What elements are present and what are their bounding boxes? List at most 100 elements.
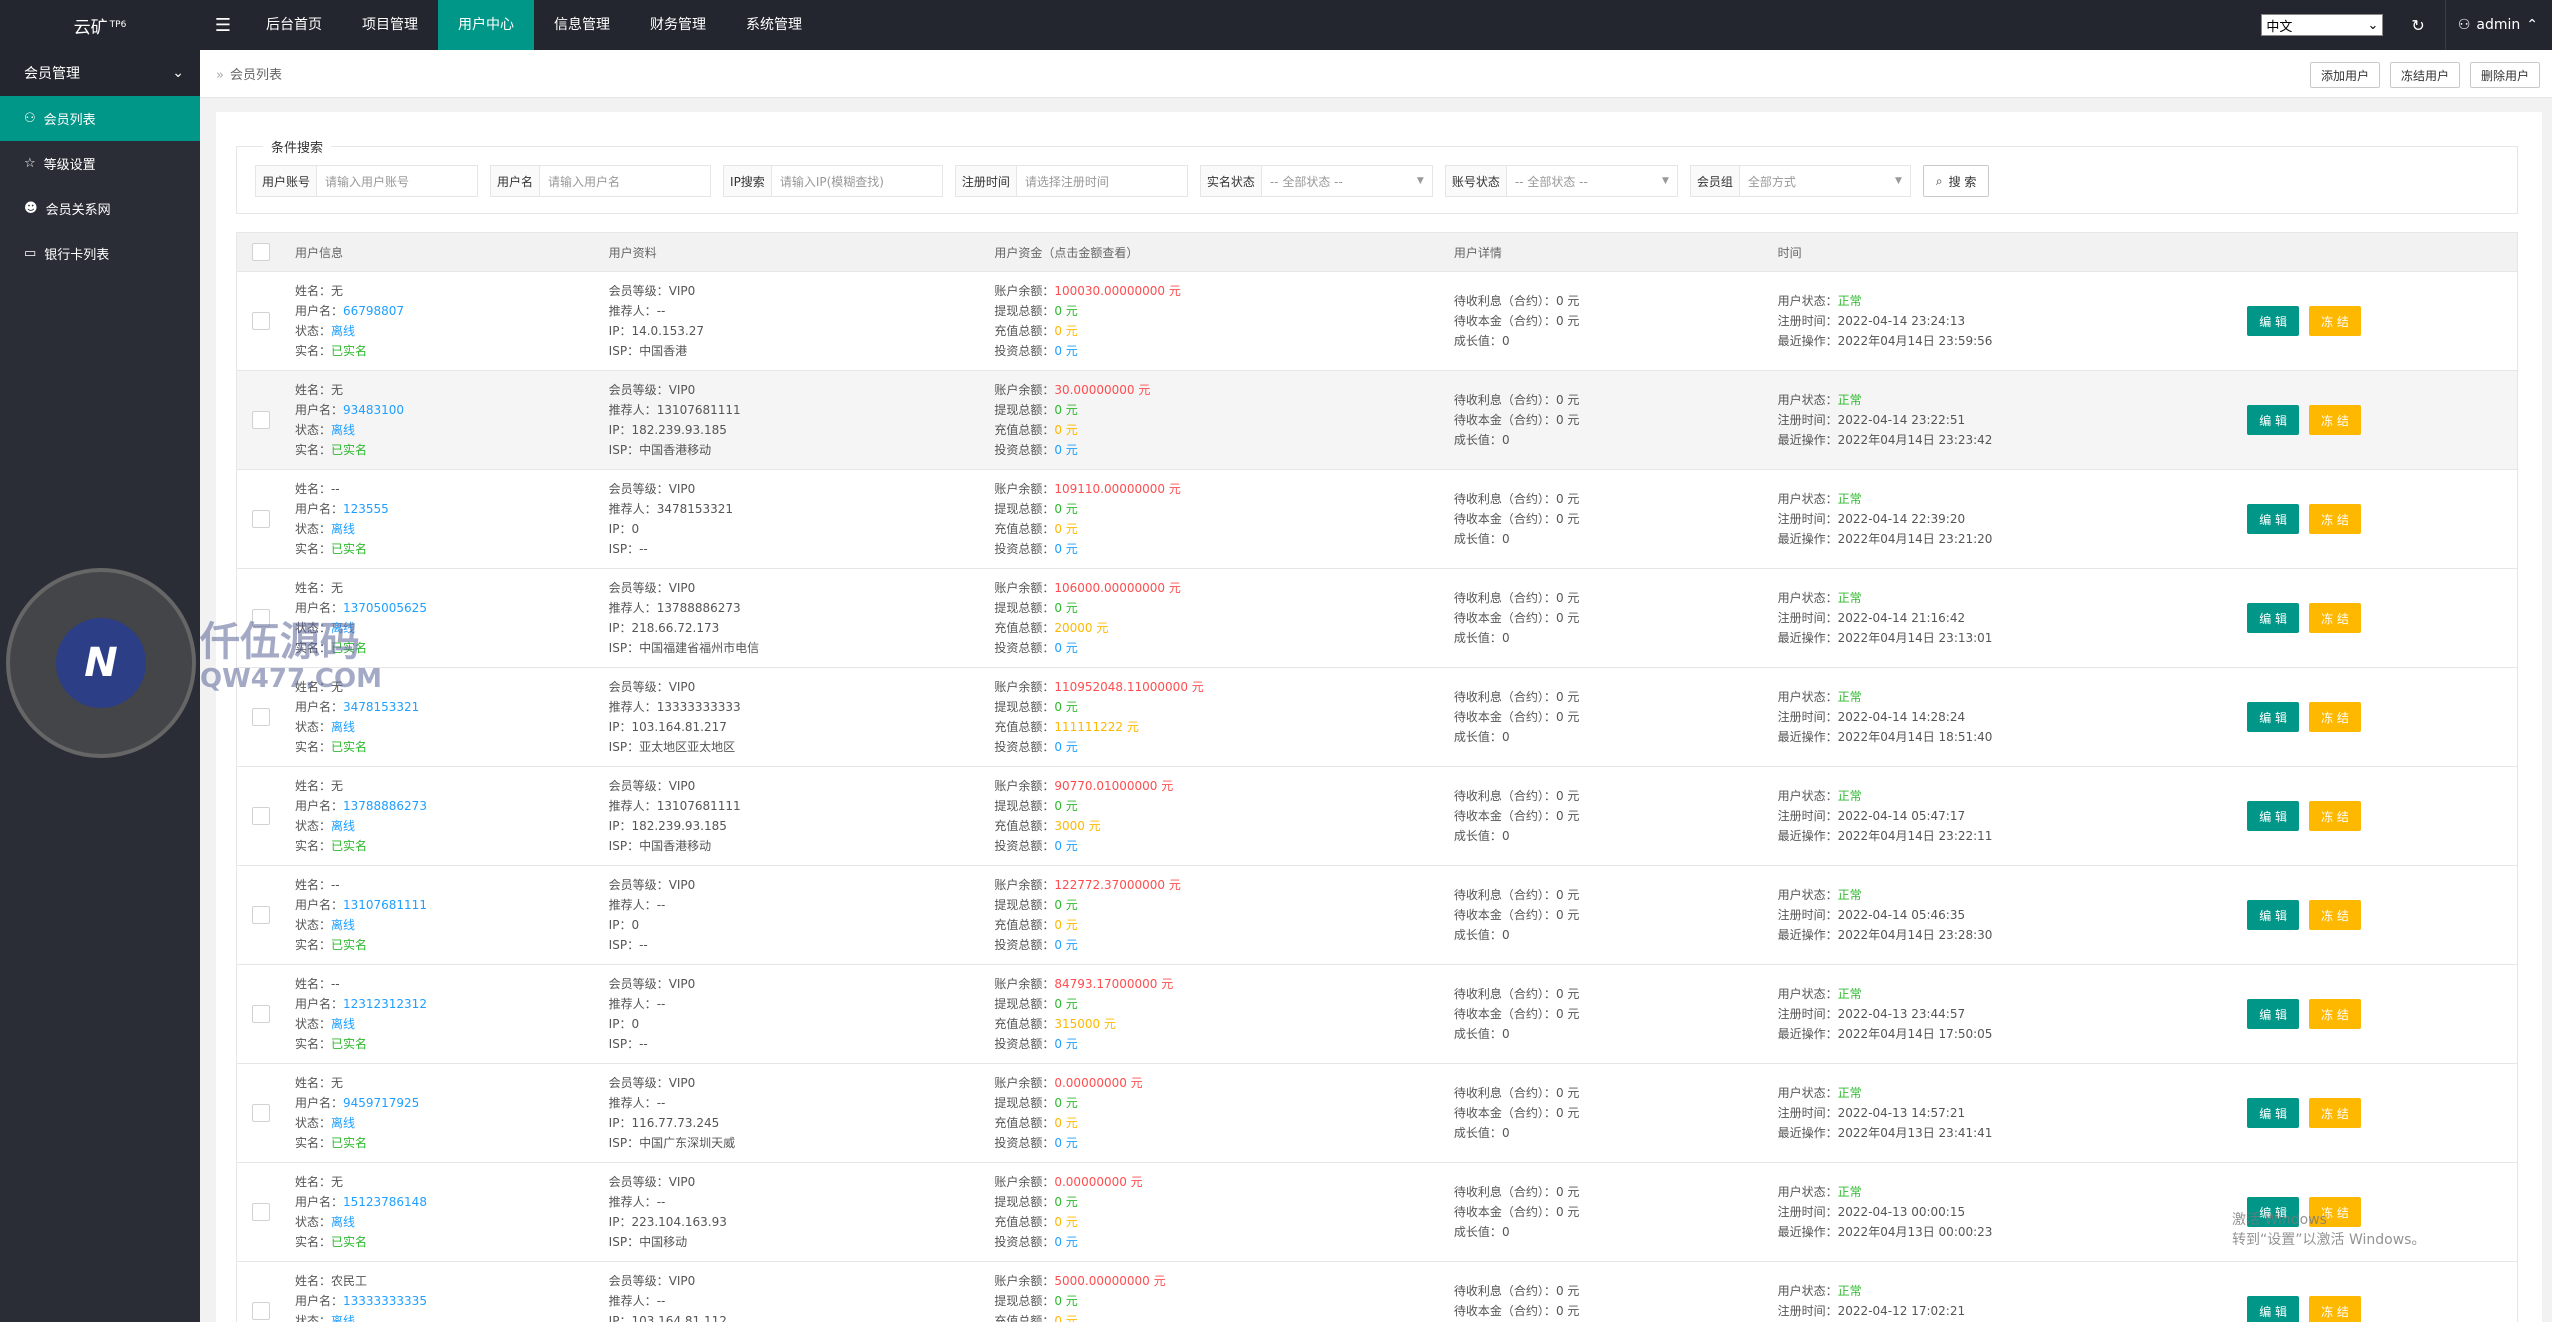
freeze-button[interactable]: 冻 结 [2309,603,2361,633]
field-value[interactable]: 110952048.11000000 元 [1054,680,1204,694]
field-value[interactable]: 5000.00000000 元 [1054,1274,1166,1288]
nav-item-3[interactable]: 信息管理 [554,17,610,33]
search-button[interactable]: ⌕ 搜 索 [1922,165,1990,197]
field-value[interactable]: 3478153321 [342,700,420,714]
freeze-button[interactable]: 冻 结 [2309,1098,2361,1128]
field-value[interactable]: 106000.00000000 元 [1054,581,1181,595]
filter-select[interactable]: 全部方式 ▼ [1740,166,1910,196]
field-value[interactable]: 离线 [330,1017,355,1031]
field-value[interactable]: 离线 [330,819,355,833]
filter-input[interactable]: 请输入用户名 [540,166,710,196]
field-value[interactable]: 66798807 [342,304,405,318]
field-value[interactable]: 100030.00000000 元 [1054,284,1181,298]
field-value[interactable]: 0 元 [1054,344,1078,358]
field-value[interactable]: 0 元 [1054,443,1078,457]
edit-button[interactable]: 编 辑 [2247,1296,2300,1322]
sidebar-group-member[interactable]: 会员管理 ⌄ [0,50,200,96]
field-value[interactable]: 12312312312 [342,997,427,1011]
field-value[interactable]: 13705005625 [342,601,427,615]
select-all-checkbox[interactable] [251,243,270,261]
refresh-icon[interactable]: ↻ [2411,15,2425,35]
sidebar-item-0[interactable]: ⚇ 会员列表 [0,96,200,141]
field-value[interactable]: 离线 [330,522,355,536]
filter-select[interactable]: -- 全部状态 -- ▼ [1262,166,1432,196]
edit-button[interactable]: 编 辑 [2247,900,2300,930]
filter-select[interactable]: -- 全部状态 -- ▼ [1507,166,1677,196]
nav-item-5[interactable]: 系统管理 [746,17,802,33]
field-value[interactable]: 离线 [330,1116,355,1130]
edit-button[interactable]: 编 辑 [2247,999,2300,1029]
user-menu[interactable]: ⚇ admin ⌃ [2458,17,2538,33]
field-value[interactable]: 离线 [330,621,355,635]
row-checkbox[interactable] [251,510,270,528]
field-value[interactable]: 0 元 [1054,641,1078,655]
field-value[interactable]: 0 元 [1054,1235,1078,1249]
freeze-button[interactable]: 冻 结 [2309,702,2361,732]
field-value[interactable]: 0 元 [1054,938,1078,952]
field-value[interactable]: 0.00000000 元 [1054,1175,1143,1189]
edit-button[interactable]: 编 辑 [2247,1098,2300,1128]
field-value[interactable]: 0 元 [1054,1037,1078,1051]
field-value[interactable]: 离线 [330,324,355,338]
freeze-button[interactable]: 冻 结 [2309,801,2361,831]
field-value[interactable]: 0 元 [1054,542,1078,556]
field-value[interactable]: 15123786148 [342,1195,427,1209]
field-value[interactable]: 13788886273 [342,799,427,813]
field-value[interactable]: 13107681111 [342,898,427,912]
row-checkbox[interactable] [251,312,270,330]
sidebar-item-2[interactable]: ☻ 会员关系网 [0,186,200,231]
field-value[interactable]: 90770.01000000 元 [1054,779,1174,793]
field-value[interactable]: 0 元 [1054,839,1078,853]
field-value[interactable]: 123555 [342,502,389,516]
row-checkbox[interactable] [251,1203,270,1221]
freeze-button[interactable]: 冻 结 [2309,1296,2361,1322]
add-user-button[interactable]: 添加用户 [2309,62,2380,88]
edit-button[interactable]: 编 辑 [2247,306,2300,336]
filter-input[interactable]: 请输入用户账号 [317,166,477,196]
field-value[interactable]: 离线 [330,720,355,734]
freeze-button[interactable]: 冻 结 [2309,1197,2361,1227]
freeze-button[interactable]: 冻 结 [2309,405,2361,435]
edit-button[interactable]: 编 辑 [2247,702,2300,732]
field-value[interactable]: 93483100 [342,403,405,417]
breadcrumb-current[interactable]: 会员列表 [229,68,282,83]
row-checkbox[interactable] [251,609,270,627]
field-value[interactable]: 离线 [330,1215,355,1229]
row-checkbox[interactable] [251,708,270,726]
field-value[interactable]: 离线 [330,918,355,932]
nav-item-0[interactable]: 后台首页 [266,17,322,33]
row-checkbox[interactable] [251,906,270,924]
field-value[interactable]: 122772.37000000 元 [1054,878,1181,892]
edit-button[interactable]: 编 辑 [2247,504,2300,534]
nav-item-4[interactable]: 财务管理 [650,17,706,33]
sidebar-item-1[interactable]: ☆ 等级设置 [0,141,200,186]
field-value[interactable]: 离线 [330,423,355,437]
field-value[interactable]: 13333333335 [342,1294,427,1308]
edit-button[interactable]: 编 辑 [2247,801,2300,831]
row-checkbox[interactable] [251,1005,270,1023]
freeze-button[interactable]: 冻 结 [2309,999,2361,1029]
field-value[interactable]: 0.00000000 元 [1054,1076,1143,1090]
edit-button[interactable]: 编 辑 [2247,603,2300,633]
freeze-button[interactable]: 冻 结 [2309,504,2361,534]
field-value[interactable]: 9459717925 [342,1096,420,1110]
field-value[interactable]: 离线 [330,1314,355,1322]
nav-item-1[interactable]: 项目管理 [362,17,418,33]
language-select[interactable]: 中文 ⌄ [2261,14,2384,36]
row-checkbox[interactable] [251,411,270,429]
delete-users-button[interactable]: 删除用户 [2469,62,2540,88]
edit-button[interactable]: 编 辑 [2247,1197,2300,1227]
field-value[interactable]: 30.00000000 元 [1054,383,1151,397]
field-value[interactable]: 0 元 [1054,1136,1078,1150]
row-checkbox[interactable] [251,807,270,825]
edit-button[interactable]: 编 辑 [2247,405,2300,435]
freeze-users-button[interactable]: 冻结用户 [2389,62,2460,88]
row-checkbox[interactable] [251,1104,270,1122]
menu-toggle-icon[interactable]: ☰ [214,14,232,36]
freeze-button[interactable]: 冻 结 [2309,306,2361,336]
filter-input[interactable]: 请选择注册时间 [1017,166,1187,196]
field-value[interactable]: 109110.00000000 元 [1054,482,1181,496]
field-value[interactable]: 84793.17000000 元 [1054,977,1174,991]
freeze-button[interactable]: 冻 结 [2309,900,2361,930]
filter-input[interactable]: 请输入IP(模糊查找) [772,166,942,196]
